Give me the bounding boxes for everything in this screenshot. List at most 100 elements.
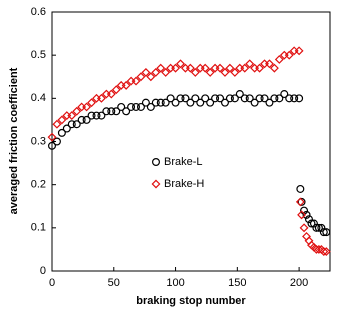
data-point [230, 94, 239, 103]
data-point [245, 59, 255, 69]
data-point [181, 94, 190, 103]
data-point [141, 98, 150, 107]
x-tick-label: 50 [108, 277, 120, 289]
data-point [312, 223, 321, 232]
data-point [211, 94, 220, 103]
x-tick-label: 0 [49, 277, 55, 289]
data-point [87, 98, 96, 108]
data-point [186, 98, 195, 107]
data-point [205, 67, 215, 77]
data-point [265, 59, 274, 69]
legend-label: Brake-H [164, 178, 204, 190]
data-point [220, 67, 230, 77]
data-point [87, 111, 96, 120]
data-point [132, 102, 141, 111]
data-point [102, 107, 111, 116]
data-point [319, 228, 328, 237]
data-point [274, 55, 284, 64]
data-point [151, 67, 161, 77]
data-point [97, 111, 106, 120]
data-point [297, 210, 307, 220]
data-point [295, 197, 305, 207]
data-point [321, 247, 331, 257]
data-point [107, 107, 116, 116]
data-point [297, 197, 306, 206]
y-tick-label: 0.2 [31, 179, 46, 191]
data-point [166, 94, 175, 103]
data-point [156, 98, 165, 107]
y-tick-label: 0.5 [31, 49, 46, 61]
x-tick-label: 100 [166, 277, 184, 289]
x-tick-label: 150 [228, 277, 246, 289]
data-point [317, 223, 326, 232]
data-point [82, 115, 91, 124]
data-point [62, 124, 71, 133]
data-point [322, 228, 331, 237]
data-point [270, 94, 279, 103]
data-point [185, 63, 195, 73]
data-point [47, 132, 57, 142]
x-tick-label: 200 [290, 277, 308, 289]
data-point [294, 46, 304, 56]
data-point [191, 94, 200, 103]
data-point [121, 80, 131, 90]
data-point [280, 90, 289, 99]
data-point [230, 67, 240, 77]
data-point [302, 210, 311, 219]
x-axis-label: braking stop number [136, 295, 246, 307]
data-point [161, 67, 171, 77]
data-point [57, 128, 66, 137]
data-point [260, 94, 269, 103]
data-point [220, 98, 229, 107]
y-axis-label: averaged friction coefficient [8, 67, 20, 214]
data-point [127, 102, 136, 111]
data-point [314, 223, 323, 232]
data-point [200, 63, 210, 73]
data-point [235, 90, 244, 99]
data-point [314, 244, 324, 254]
data-point [299, 223, 309, 233]
data-point [176, 59, 185, 69]
data-point [92, 111, 101, 120]
data-point [269, 63, 279, 73]
data-point [225, 63, 235, 73]
data-point [77, 115, 86, 124]
data-point [131, 76, 141, 86]
y-tick-label: 0.3 [31, 135, 46, 147]
data-point [265, 98, 274, 107]
data-point [255, 63, 265, 73]
data-point [67, 111, 77, 121]
data-point [57, 115, 67, 125]
data-point [284, 50, 294, 60]
y-tick-label: 0.1 [31, 222, 46, 234]
data-point [285, 94, 294, 103]
data-point [52, 119, 62, 129]
data-point [196, 98, 205, 107]
data-point [190, 67, 200, 77]
plot-frame [51, 11, 331, 272]
data-point [304, 215, 313, 224]
data-point [240, 63, 250, 73]
data-point [240, 94, 249, 103]
data-point [122, 107, 131, 116]
data-point [47, 141, 56, 150]
data-point [225, 94, 234, 103]
data-point [295, 94, 304, 103]
data-point [72, 120, 81, 129]
data-point [171, 98, 180, 107]
data-point [275, 94, 284, 103]
data-point [319, 247, 329, 257]
data-point [201, 94, 210, 103]
data-point [307, 219, 316, 228]
data-point [309, 219, 318, 228]
data-point [96, 93, 106, 103]
data-point [136, 72, 146, 82]
data-point [245, 94, 254, 103]
legend-marker [151, 179, 161, 189]
data-point [52, 137, 61, 146]
data-point [141, 67, 151, 77]
data-point [146, 72, 156, 82]
data-point [171, 63, 181, 73]
data-point [156, 63, 166, 73]
